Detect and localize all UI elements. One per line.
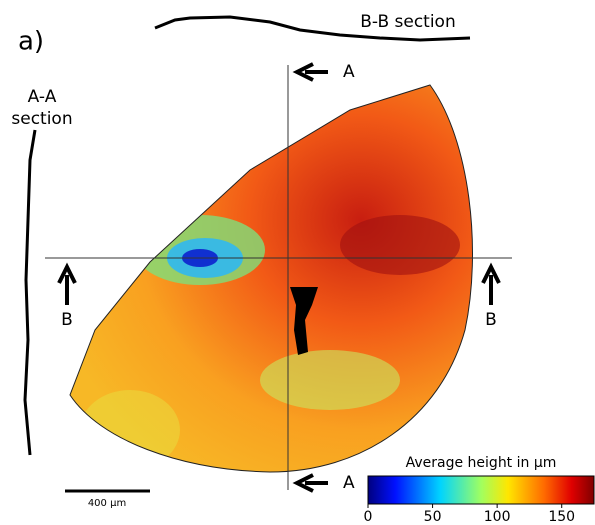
aa-profile [23,129,37,456]
colorbar-title: Average height in µm [406,455,557,471]
cut-label: B [61,310,73,330]
cut-label: B [485,310,497,330]
colorbar-tick-label: 50 [424,509,442,525]
aa-section-label: A-A section [11,87,72,129]
map-outline [69,84,473,473]
bb-section-label: B-B section [360,12,455,32]
colorbar-tick-label: 0 [364,509,373,525]
height-map [70,85,473,472]
bb-profile [154,15,471,42]
cut-label: A [343,62,355,82]
arrow [481,262,501,305]
colorbar [367,475,595,505]
colorbar-ticks: 0 50 100 150 [364,504,575,525]
defect [290,287,318,355]
scale-bar-label: 400 µm [88,498,126,509]
arrow [292,62,328,82]
arrow [292,473,328,493]
colorbar-tick-label: 100 [484,509,511,525]
cut-label: A [343,473,355,493]
colorbar-tick-label: 150 [548,509,575,525]
arrow [57,262,77,305]
panel-label: a) [18,27,44,57]
